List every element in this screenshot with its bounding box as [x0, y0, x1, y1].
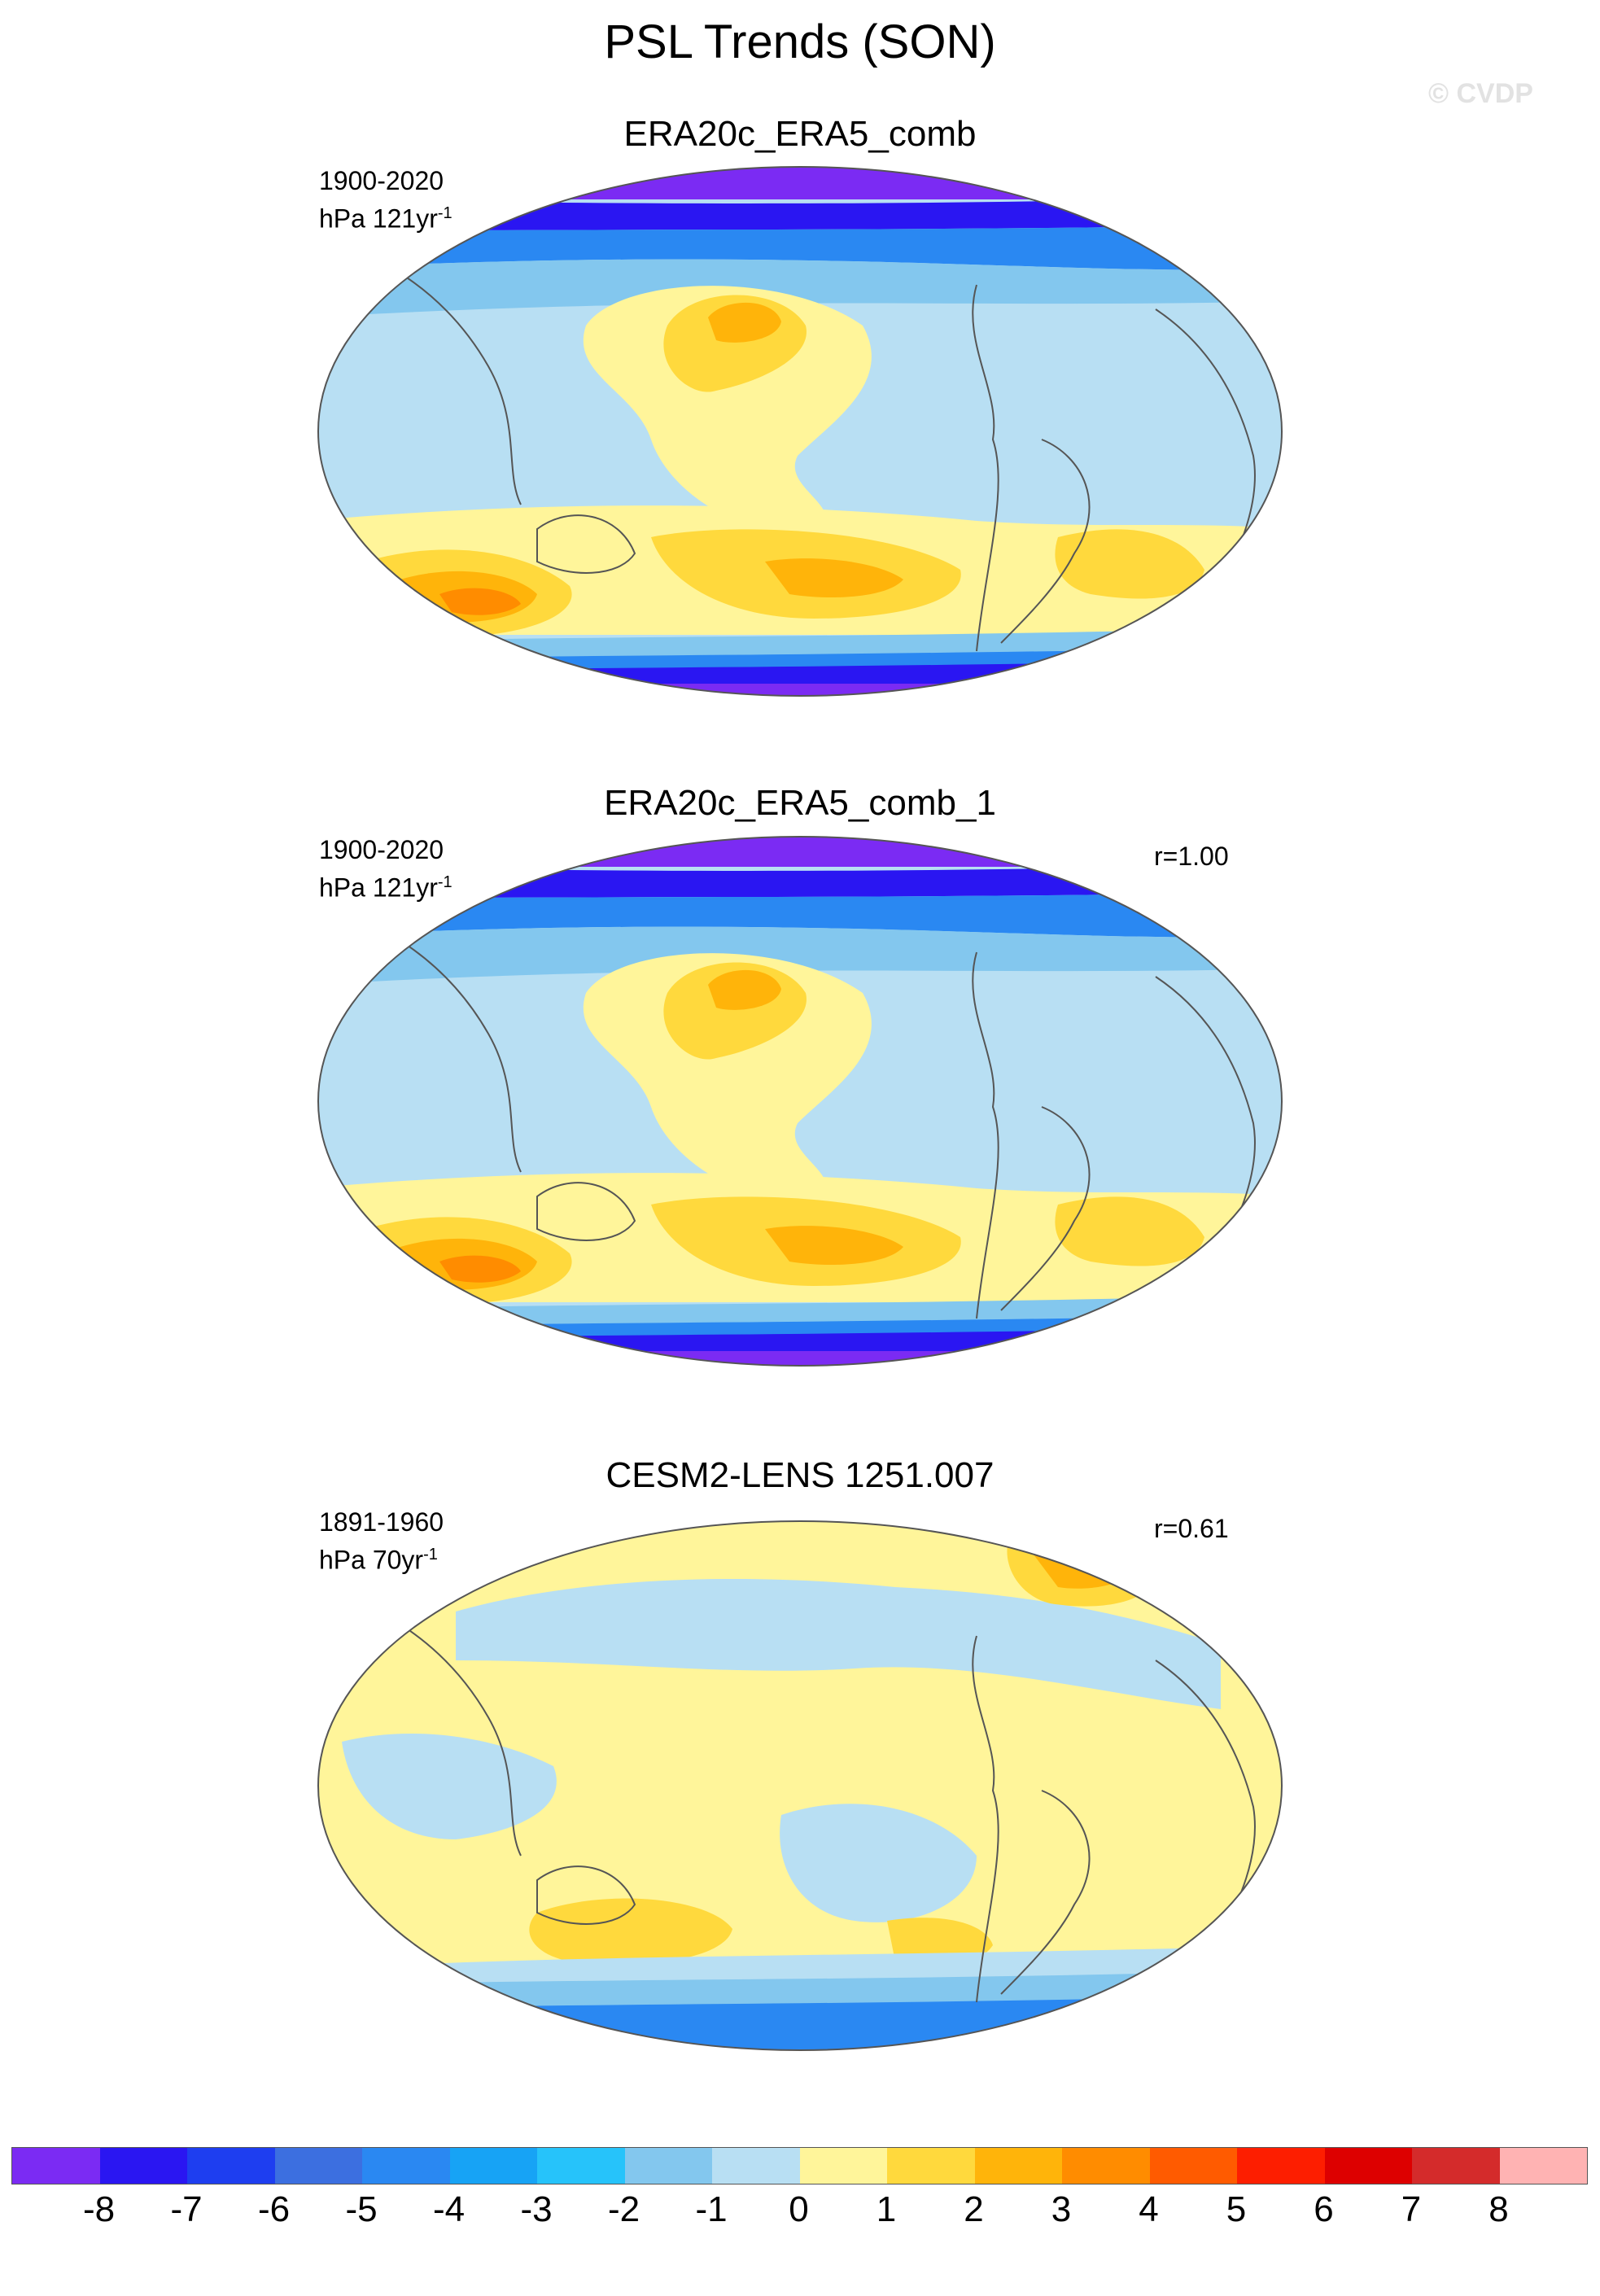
- correlation-label: r=1.00: [1154, 842, 1229, 871]
- colorbar-tick-label: 5: [1226, 2189, 1247, 2229]
- colorbar-tick-label: -1: [695, 2189, 728, 2229]
- colorbar-tick-label: 6: [1314, 2189, 1334, 2229]
- colorbar-tick-label: 2: [964, 2189, 984, 2229]
- colorbar-swatch: [1499, 2148, 1587, 2184]
- colorbar-swatch: [537, 2148, 625, 2184]
- period-label: 1900-2020: [319, 835, 444, 864]
- trend-map: [317, 836, 1283, 1367]
- colorbar-swatch: [1062, 2148, 1150, 2184]
- panel-title: ERA20c_ERA5_comb_1: [604, 783, 996, 823]
- colorbar-tick-label: 8: [1489, 2189, 1509, 2229]
- units-label: hPa 70yr-1: [319, 1545, 438, 1575]
- colorbar-tick-label: 0: [789, 2189, 809, 2229]
- trend-map: [317, 1520, 1283, 2051]
- colorbar-tick-label: 3: [1051, 2189, 1072, 2229]
- colorbar-swatch: [187, 2148, 275, 2184]
- colorbar-tick-label: -3: [520, 2189, 553, 2229]
- colorbar-tick-label: 7: [1401, 2189, 1422, 2229]
- colorbar-swatch: [1412, 2148, 1500, 2184]
- correlation-label: r=0.61: [1154, 1514, 1229, 1543]
- colorbar-swatch: [974, 2148, 1062, 2184]
- page-title: PSL Trends (SON): [604, 15, 996, 68]
- colorbar-tick-label: -8: [82, 2189, 116, 2229]
- colorbar-swatch: [1149, 2148, 1237, 2184]
- colorbar-tick-label: -4: [432, 2189, 466, 2229]
- trend-map: [317, 166, 1283, 697]
- colorbar-tick-label: 4: [1139, 2189, 1159, 2229]
- colorbar-swatch: [12, 2148, 100, 2184]
- colorbar-swatch: [99, 2148, 187, 2184]
- colorbar-swatch: [274, 2148, 362, 2184]
- colorbar: [11, 2147, 1588, 2184]
- colorbar-swatch: [362, 2148, 450, 2184]
- colorbar-swatch: [449, 2148, 537, 2184]
- panel-title: CESM2-LENS 1251.007: [605, 1455, 995, 1495]
- colorbar-swatch: [1324, 2148, 1412, 2184]
- colorbar-swatch: [887, 2148, 975, 2184]
- colorbar-swatch: [1237, 2148, 1325, 2184]
- period-label: 1900-2020: [319, 166, 444, 195]
- panel-title: ERA20c_ERA5_comb: [623, 114, 977, 154]
- units-label: hPa 121yr-1: [319, 203, 452, 234]
- colorbar-tick-label: -5: [345, 2189, 378, 2229]
- colorbar-tick-label: -6: [257, 2189, 291, 2229]
- colorbar-swatch: [799, 2148, 887, 2184]
- colorbar-swatch: [624, 2148, 712, 2184]
- colorbar-tick-label: -7: [170, 2189, 203, 2229]
- colorbar-swatch: [712, 2148, 800, 2184]
- watermark: © CVDP: [1428, 78, 1533, 109]
- units-label: hPa 121yr-1: [319, 872, 452, 903]
- colorbar-ticks: -8 -7 -6 -5 -4 -3 -2 -1 0 1 2 3 4 5 6 7 8: [0, 2189, 1600, 2238]
- colorbar-tick-label: -2: [607, 2189, 640, 2229]
- period-label: 1891-1960: [319, 1507, 444, 1537]
- colorbar-tick-label: 1: [876, 2189, 897, 2229]
